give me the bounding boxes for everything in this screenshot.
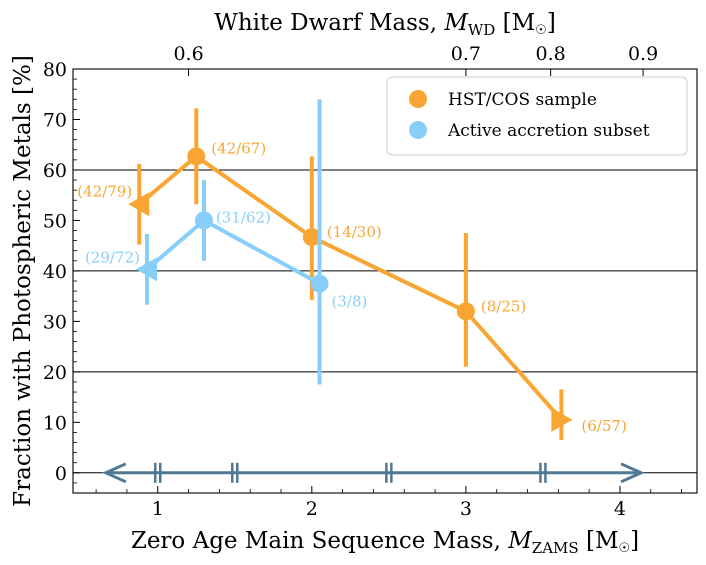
series-layer: (42/79) (42/67) (14/30) (8/25) (6/57) (29/72)… <box>77 99 627 440</box>
legend: HST/COS sample Active accretion subset <box>386 76 688 156</box>
x-axis-title-unit-close: ] <box>630 528 639 554</box>
y-tick-label-30: 30 <box>43 311 67 333</box>
top-axis-title-symbol: M <box>443 10 469 36</box>
data-point-right <box>551 407 573 432</box>
data-point-circle <box>187 147 206 166</box>
y-tick-label-70: 70 <box>43 109 67 131</box>
top-tick-label-0.6: 0.6 <box>173 43 203 65</box>
legend-marker-0 <box>409 90 427 108</box>
data-label: (42/79) <box>77 182 132 200</box>
legend-box <box>386 76 688 156</box>
top-axis-title-unit-close: ] <box>547 10 556 36</box>
y-tick-label-10: 10 <box>43 412 67 434</box>
x-axis-title-subscript: ZAMS <box>532 539 579 557</box>
series-active-accretion: (29/72) (31/62) (3/8) <box>85 99 368 385</box>
data-point-left <box>135 257 157 282</box>
data-label: (42/67) <box>211 139 266 157</box>
y-tick-label-0: 0 <box>55 463 67 485</box>
x-axis-title-symbol: M <box>507 528 533 554</box>
y-axis-title: Fraction with Photospheric Metals [%] <box>10 55 36 507</box>
top-axis-title-subscript: WD <box>468 21 495 39</box>
x-axis-title-main: Zero Age Main Sequence Mass, <box>131 528 508 554</box>
top-axis-title: White Dwarf Mass, MWD [M☉] <box>214 10 556 39</box>
legend-marker-1 <box>409 121 427 139</box>
top-tick-label-0.7: 0.7 <box>451 43 481 65</box>
data-point-circle <box>194 211 213 230</box>
data-label: (14/30) <box>327 223 382 241</box>
data-point-circle <box>456 302 475 321</box>
top-axis-title-unit-open: [M <box>495 10 535 36</box>
top-tick-label-0.9: 0.9 <box>628 43 658 65</box>
x-tick-label-4: 4 <box>614 498 626 520</box>
series-line <box>145 218 321 286</box>
x-tick-label-3: 3 <box>460 498 472 520</box>
x-axis-title-unit-open: [M <box>579 528 619 554</box>
y-tick-label-80: 80 <box>43 59 67 81</box>
data-label: (31/62) <box>216 208 271 226</box>
legend-label-0: HST/COS sample <box>448 90 597 110</box>
grid-layer <box>73 169 697 484</box>
series-hst-cos: (42/79) (42/67) (14/30) (8/25) (6/57) <box>77 108 627 440</box>
legend-label-1: Active accretion subset <box>447 121 650 141</box>
x-axis-title-sun: ☉ <box>619 541 631 556</box>
bin-arrow-left-head <box>102 462 127 484</box>
y-tick-label-40: 40 <box>43 261 67 283</box>
data-label: (6/57) <box>581 417 626 435</box>
y-tick-label-20: 20 <box>43 362 67 384</box>
data-point-circle <box>302 228 321 247</box>
data-point-circle <box>310 274 329 293</box>
data-label: (3/8) <box>332 293 368 311</box>
x-tick-label-2: 2 <box>306 498 318 520</box>
data-point-left <box>128 192 150 217</box>
y-tick-label-60: 60 <box>43 160 67 182</box>
top-axis-title-sun: ☉ <box>535 23 547 38</box>
top-axis-title-main: White Dwarf Mass, <box>214 10 444 36</box>
axes-layer: 0 10 20 30 40 50 60 70 80 1 2 3 4 0.6 0.7 0.8 0.9 <box>43 43 682 520</box>
bin-arrow-right-head <box>620 462 645 484</box>
x-axis-title: Zero Age Main Sequence Mass, MZAMS [M☉] <box>131 528 639 557</box>
y-tick-label-50: 50 <box>43 210 67 232</box>
data-label: (8/25) <box>481 297 526 315</box>
top-tick-label-0.8: 0.8 <box>536 43 566 65</box>
x-tick-label-1: 1 <box>152 498 164 520</box>
data-label: (29/72) <box>85 248 140 266</box>
